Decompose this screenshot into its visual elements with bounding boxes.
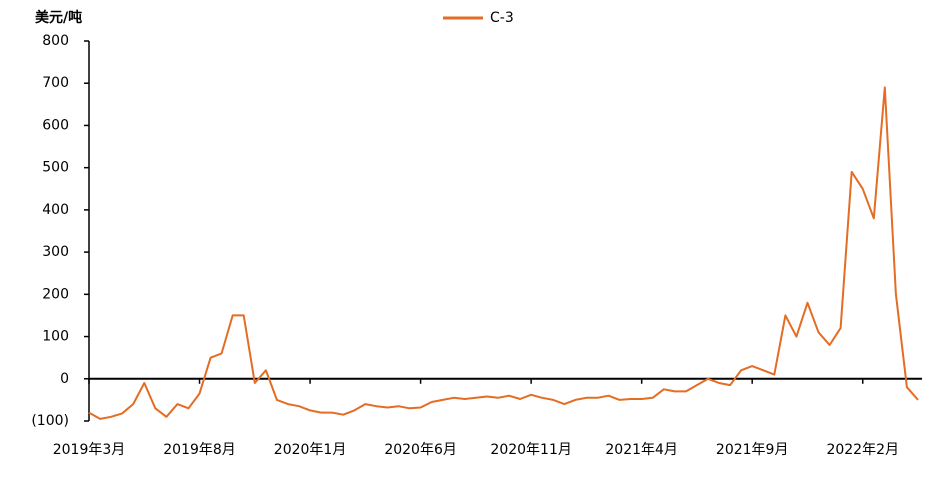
y-tick-label: 300 [42,244,69,260]
x-tick-label: 2020年11月 [490,442,571,458]
y-tick-label: 400 [42,202,69,218]
y-tick-label: 600 [42,117,69,133]
x-tick-label: 2022年2月 [826,442,899,458]
y-tick-label: 700 [42,75,69,91]
y-tick-label: 0 [60,371,69,387]
x-tick-label: 2021年9月 [716,442,789,458]
legend-label: C-3 [490,10,514,26]
x-tick-label: 2019年8月 [163,442,236,458]
x-tick-label: 2020年1月 [274,442,347,458]
y-tick-label: 500 [42,160,69,176]
line-series [88,86,919,420]
x-tick-label: 2020年6月 [384,442,457,458]
y-tick-label: 200 [42,286,69,302]
y-axis-title: 美元/吨 [35,9,82,26]
y-tick-label: 100 [42,329,69,345]
y-tick-label: (100) [31,413,69,429]
x-tick-label: 2021年4月 [605,442,678,458]
y-tick-label: 800 [42,33,69,49]
x-tick-label: 2019年3月 [53,442,126,458]
